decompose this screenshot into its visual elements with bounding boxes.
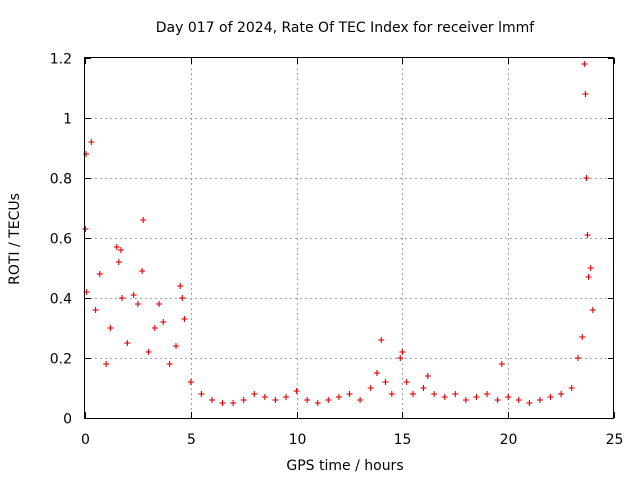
data-point [139, 268, 146, 274]
data-point [172, 343, 179, 349]
x-tick-label: 0 [81, 432, 90, 448]
data-point [103, 361, 110, 367]
data-point [575, 355, 582, 361]
data-point [585, 274, 592, 280]
data-point [484, 391, 491, 397]
data-point [140, 217, 147, 223]
data-point [325, 397, 332, 403]
data-point [179, 295, 186, 301]
y-tick-label: 0.6 [50, 232, 72, 248]
data-point [584, 232, 591, 238]
data-point [198, 391, 205, 397]
x-tick-label: 10 [289, 432, 307, 448]
data-point [219, 400, 226, 406]
data-points [82, 61, 596, 406]
data-point [420, 385, 427, 391]
data-point [92, 307, 99, 313]
data-point [96, 271, 103, 277]
data-point [115, 259, 122, 265]
data-point [536, 397, 543, 403]
data-point [272, 397, 279, 403]
data-point [558, 391, 565, 397]
data-point [579, 334, 586, 340]
y-tick-label: 1 [63, 112, 72, 128]
data-point [589, 307, 596, 313]
data-point [156, 301, 163, 307]
data-point [304, 397, 311, 403]
data-point [403, 379, 410, 385]
data-point [113, 244, 120, 250]
x-axis-label: GPS time / hours [286, 458, 403, 474]
data-point [462, 397, 469, 403]
data-point [424, 373, 431, 379]
data-point [208, 397, 215, 403]
data-point [145, 349, 152, 355]
data-point [494, 397, 501, 403]
x-tick-label: 5 [187, 432, 196, 448]
data-point [117, 247, 124, 253]
y-axis-label: ROTI / TECUs [7, 193, 23, 285]
data-point [82, 226, 89, 232]
data-point [119, 295, 126, 301]
data-point [583, 175, 590, 181]
data-point [187, 379, 194, 385]
data-point [526, 400, 533, 406]
plot-frame [84, 57, 614, 419]
axis-ticks: 0 5 10 15 20 25 0 0.2 0.4 0.6 0.8 1 1.2 [50, 52, 624, 449]
data-point [151, 325, 158, 331]
y-tick-label: 0.2 [50, 352, 72, 368]
data-point [382, 379, 389, 385]
data-point [441, 394, 448, 400]
data-point [251, 391, 258, 397]
grid-lines [85, 58, 614, 418]
data-point [88, 139, 95, 145]
data-point [378, 337, 385, 343]
data-point [166, 361, 173, 367]
data-point [473, 394, 480, 400]
data-point [335, 394, 342, 400]
data-point [240, 397, 247, 403]
data-point [374, 370, 381, 376]
data-point [346, 391, 353, 397]
data-point [130, 292, 137, 298]
data-point [314, 400, 321, 406]
chart-title: Day 017 of 2024, Rate Of TEC Index for r… [156, 20, 536, 36]
y-tick-label: 0.4 [50, 292, 72, 308]
data-point [230, 400, 237, 406]
data-point [177, 283, 184, 289]
data-point [581, 61, 588, 67]
data-point [452, 391, 459, 397]
data-point [134, 301, 141, 307]
data-point [409, 391, 416, 397]
data-point [515, 397, 522, 403]
data-point [587, 265, 594, 271]
data-point [547, 394, 554, 400]
data-point [367, 385, 374, 391]
y-tick-label: 0 [63, 412, 72, 428]
data-point [181, 316, 188, 322]
data-point [261, 394, 268, 400]
x-tick-label: 15 [394, 432, 412, 448]
data-point [83, 151, 90, 157]
data-point [431, 391, 438, 397]
data-point [498, 361, 505, 367]
data-point [124, 340, 131, 346]
data-point [397, 355, 404, 361]
y-tick-label: 1.2 [50, 52, 72, 68]
y-tick-label: 0.8 [50, 172, 72, 188]
data-point [388, 391, 395, 397]
data-point [107, 325, 114, 331]
data-point [357, 397, 364, 403]
data-point [505, 394, 512, 400]
x-tick-label: 25 [606, 432, 624, 448]
data-point [568, 385, 575, 391]
data-point [582, 91, 589, 97]
data-point [399, 349, 406, 355]
data-point [283, 394, 290, 400]
x-tick-label: 20 [500, 432, 518, 448]
data-point [293, 388, 300, 394]
data-point [160, 319, 167, 325]
